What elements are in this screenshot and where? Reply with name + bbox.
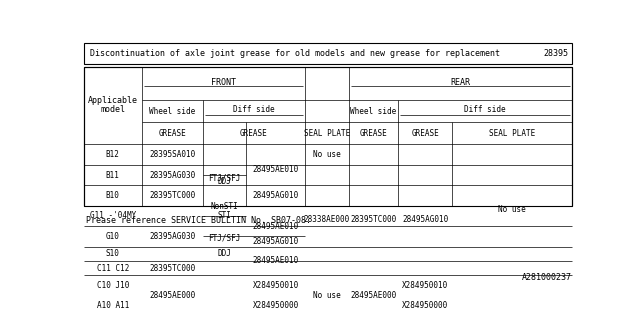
Text: G11 -'04MY: G11 -'04MY xyxy=(90,212,136,220)
Text: Applicable: Applicable xyxy=(88,96,138,105)
Text: DDJ: DDJ xyxy=(218,249,232,258)
Text: B10: B10 xyxy=(106,191,120,200)
Text: GREASE: GREASE xyxy=(240,129,268,138)
Text: REAR: REAR xyxy=(451,78,470,87)
Bar xyxy=(84,43,572,64)
Text: NonSTI: NonSTI xyxy=(211,202,239,211)
Text: SEAL PLATE: SEAL PLATE xyxy=(304,129,350,138)
Text: 28495AE000: 28495AE000 xyxy=(149,291,195,300)
Text: 28495AG010: 28495AG010 xyxy=(253,191,299,200)
Text: GREASE: GREASE xyxy=(158,129,186,138)
Text: Prease reference SERVICE BULLTIN No. SB07-08.: Prease reference SERVICE BULLTIN No. SB0… xyxy=(86,216,312,225)
Text: 28495AG010: 28495AG010 xyxy=(253,237,299,246)
Text: 28395TC000: 28395TC000 xyxy=(350,215,397,225)
Text: B11: B11 xyxy=(106,171,120,180)
Text: 28495AE010: 28495AE010 xyxy=(253,165,299,174)
Text: C11 C12: C11 C12 xyxy=(97,264,129,273)
Text: 28495AG010: 28495AG010 xyxy=(402,215,448,225)
Text: No use: No use xyxy=(499,205,526,214)
Text: 28395TC000: 28395TC000 xyxy=(149,264,195,273)
Text: X284950010: X284950010 xyxy=(253,281,299,290)
Text: GREASE: GREASE xyxy=(360,129,387,138)
Text: A281000237: A281000237 xyxy=(522,273,572,282)
Text: STI: STI xyxy=(218,212,232,220)
Text: X284950010: X284950010 xyxy=(402,281,448,290)
Text: No use: No use xyxy=(313,150,341,159)
Text: Wheel side: Wheel side xyxy=(350,107,397,116)
Text: Diff side: Diff side xyxy=(233,105,275,114)
Text: Diff side: Diff side xyxy=(464,105,506,114)
Text: 28395AG030: 28395AG030 xyxy=(149,171,195,180)
Text: SEAL PLATE: SEAL PLATE xyxy=(489,129,536,138)
Text: DDJ: DDJ xyxy=(218,177,232,186)
Text: 28395TC000: 28395TC000 xyxy=(149,191,195,200)
Text: FTJ/SFJ: FTJ/SFJ xyxy=(209,173,241,182)
Text: X284950000: X284950000 xyxy=(253,301,299,310)
Text: No use: No use xyxy=(313,291,341,300)
Text: 28495AE000: 28495AE000 xyxy=(350,291,397,300)
Text: GREASE: GREASE xyxy=(412,129,439,138)
Text: FTJ/SFJ: FTJ/SFJ xyxy=(209,233,241,242)
Text: 28495AE010: 28495AE010 xyxy=(253,222,299,231)
Text: Wheel side: Wheel side xyxy=(149,107,195,116)
Text: 28395SA010: 28395SA010 xyxy=(149,150,195,159)
Text: 28395AG030: 28395AG030 xyxy=(149,232,195,241)
Text: 28338AE000: 28338AE000 xyxy=(304,215,350,225)
Text: model: model xyxy=(100,106,125,115)
Text: B12: B12 xyxy=(106,150,120,159)
Text: FRONT: FRONT xyxy=(211,78,236,87)
Bar xyxy=(84,67,572,206)
Text: 28495AE010: 28495AE010 xyxy=(253,256,299,265)
Text: A10 A11: A10 A11 xyxy=(97,301,129,310)
Text: Discontinuation of axle joint grease for old models and new grease for replaceme: Discontinuation of axle joint grease for… xyxy=(90,49,500,58)
Text: S10: S10 xyxy=(106,249,120,258)
Text: C10 J10: C10 J10 xyxy=(97,281,129,290)
Text: 28395: 28395 xyxy=(543,49,568,58)
Text: X284950000: X284950000 xyxy=(402,301,448,310)
Text: G10: G10 xyxy=(106,232,120,241)
